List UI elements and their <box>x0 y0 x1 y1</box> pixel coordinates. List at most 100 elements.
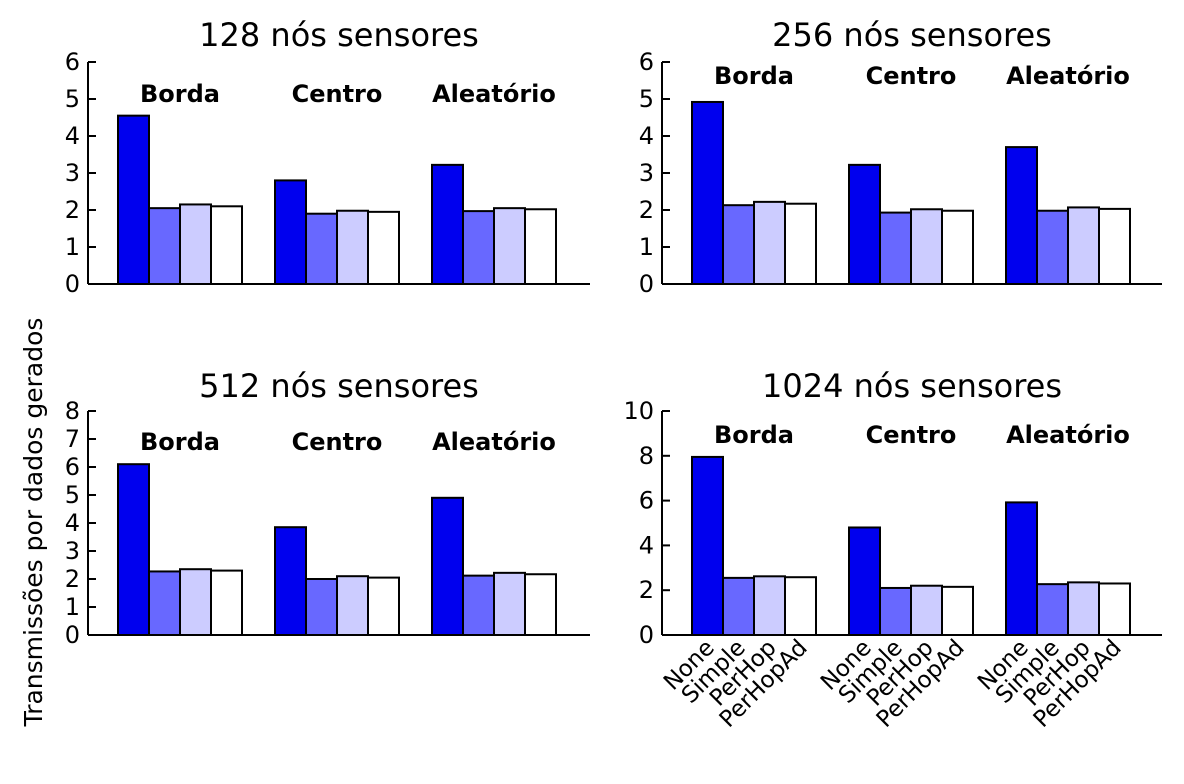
y-tick-label: 5 <box>65 85 80 113</box>
y-tick-label: 8 <box>65 397 80 425</box>
y-tick-label: 1 <box>639 233 654 261</box>
y-tick-label: 4 <box>65 509 80 537</box>
bar-aleatorio-simple <box>1036 583 1069 636</box>
bar-centro-none <box>848 526 881 636</box>
bar-aleatorio-perhopad <box>524 573 557 636</box>
group-label-borda: Borda <box>140 428 220 456</box>
y-tick-label: 6 <box>65 453 80 481</box>
group-label-aleatorio: Aleatório <box>432 80 556 108</box>
y-tick-label: 1 <box>65 593 80 621</box>
y-tick-label: 2 <box>639 576 654 604</box>
bar-centro-perhop <box>910 208 943 285</box>
bar-borda-simple <box>148 207 181 285</box>
bar-aleatorio-none <box>431 163 464 285</box>
bar-borda-simple <box>722 204 755 285</box>
bar-borda-simple <box>722 576 755 637</box>
group-label-aleatorio: Aleatório <box>1006 421 1130 449</box>
y-tick-label: 8 <box>639 442 654 470</box>
bar-borda-perhopad <box>210 569 243 636</box>
group-label-aleatorio: Aleatório <box>432 428 556 456</box>
bar-aleatorio-none <box>1005 146 1038 285</box>
bar-centro-perhopad <box>941 585 974 637</box>
bar-borda-perhopad <box>784 202 817 286</box>
bar-aleatorio-perhop <box>1067 206 1100 285</box>
y-tick-label: 0 <box>639 621 654 649</box>
bar-aleatorio-perhop <box>493 207 526 285</box>
bar-centro-simple <box>305 578 338 636</box>
bar-aleatorio-simple <box>1036 209 1069 286</box>
group-label-borda: Borda <box>714 62 794 90</box>
y-tick-label: 10 <box>623 397 654 425</box>
bar-centro-perhopad <box>367 210 400 286</box>
y-tick-label: 3 <box>65 159 80 187</box>
bar-centro-perhopad <box>367 576 400 636</box>
bar-borda-perhop <box>179 203 212 285</box>
bar-aleatorio-none <box>1005 501 1038 636</box>
bar-aleatorio-simple <box>462 574 495 637</box>
y-tick-label: 0 <box>639 270 654 298</box>
y-tick-label: 5 <box>65 481 80 509</box>
y-tick-label: 3 <box>65 537 80 565</box>
bar-borda-none <box>117 114 150 286</box>
bar-borda-none <box>691 455 724 637</box>
bar-centro-perhop <box>910 584 943 636</box>
bar-centro-none <box>274 179 307 285</box>
y-axis-label: Transmissões por dados gerados <box>19 318 48 728</box>
y-tick-label: 4 <box>639 122 654 150</box>
y-tick-label: 7 <box>65 425 80 453</box>
bar-centro-none <box>848 163 881 285</box>
bar-centro-none <box>274 526 307 637</box>
bar-centro-perhopad <box>941 209 974 286</box>
y-tick-label: 6 <box>639 48 654 76</box>
bar-aleatorio-none <box>431 496 464 636</box>
bar-centro-simple <box>879 586 912 637</box>
y-tick-label: 2 <box>65 196 80 224</box>
bar-borda-perhopad <box>784 576 817 637</box>
bar-aleatorio-perhop <box>1067 581 1100 636</box>
bar-aleatorio-perhopad <box>1098 582 1131 636</box>
bar-centro-simple <box>879 211 912 285</box>
panel-title: 128 nós sensores <box>199 16 479 54</box>
bar-aleatorio-simple <box>462 210 495 285</box>
y-tick-label: 4 <box>65 122 80 150</box>
y-tick-label: 4 <box>639 531 654 559</box>
y-tick-label: 2 <box>65 565 80 593</box>
bar-centro-perhop <box>336 209 369 286</box>
bar-borda-perhopad <box>210 205 243 285</box>
bar-borda-perhop <box>753 200 786 285</box>
panel-4: 1024 nós sensoresBordaNoneSimplePerHopPe… <box>623 367 1162 733</box>
panel-3: 512 nós sensores Borda Centro Aleatório 0123… <box>65 367 590 649</box>
panel-1: 128 nós sensores Borda Centro Aleatório 0 1 2 3… <box>65 16 590 298</box>
y-tick-label: 1 <box>65 233 80 261</box>
y-tick-label: 0 <box>65 621 80 649</box>
bar-aleatorio-perhopad <box>1098 207 1131 285</box>
y-tick-label: 5 <box>639 85 654 113</box>
y-tick-label: 3 <box>639 159 654 187</box>
group-label-borda: Borda <box>714 421 794 449</box>
bar-centro-simple <box>305 212 338 285</box>
y-tick-label: 2 <box>639 196 654 224</box>
panel-title: 1024 nós sensores <box>762 367 1062 405</box>
group-label-centro: Centro <box>292 80 383 108</box>
group-label-aleatorio: Aleatório <box>1006 62 1130 90</box>
group-label-borda: Borda <box>140 80 220 108</box>
y-tick-label: 6 <box>639 487 654 515</box>
panel-2: 256 nós sensores Borda Centro Aleatório 0 1 2 3… <box>639 16 1162 298</box>
bar-aleatorio-perhop <box>493 571 526 637</box>
bar-borda-simple <box>148 570 181 637</box>
panel-title: 256 nós sensores <box>772 16 1052 54</box>
group-label-centro: Centro <box>866 62 957 90</box>
bar-centro-perhop <box>336 575 369 637</box>
y-tick-label: 0 <box>65 270 80 298</box>
panel-title: 512 nós sensores <box>199 367 479 405</box>
bar-borda-perhop <box>179 568 212 637</box>
bar-borda-perhop <box>753 575 786 637</box>
bar-borda-none <box>691 100 724 285</box>
bar-aleatorio-perhopad <box>524 208 557 285</box>
y-tick-label: 6 <box>65 48 80 76</box>
bar-borda-none <box>117 463 150 637</box>
group-label-centro: Centro <box>866 421 957 449</box>
group-label-centro: Centro <box>292 428 383 456</box>
